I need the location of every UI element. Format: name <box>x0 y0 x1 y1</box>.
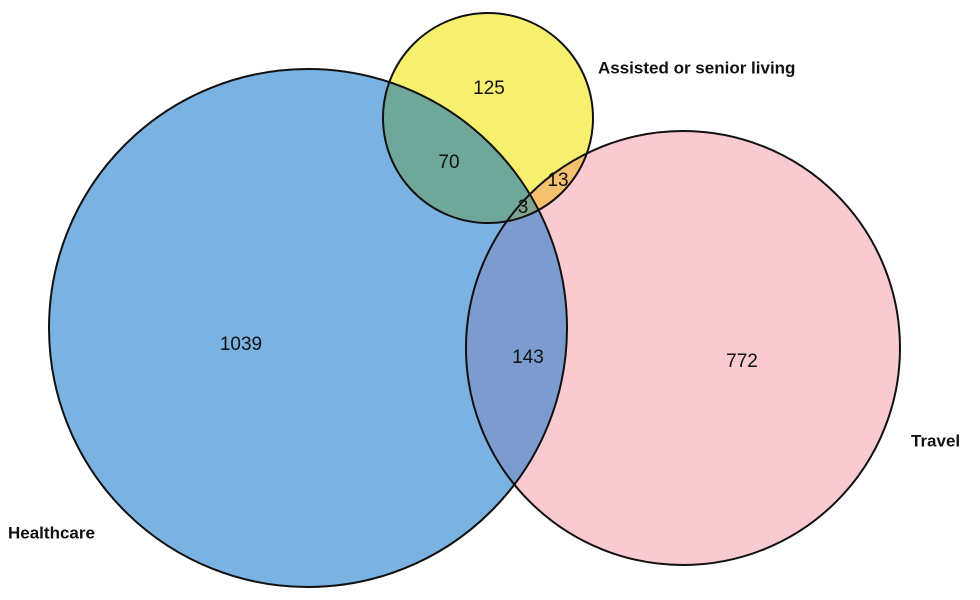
count-assisted-travel: 13 <box>547 170 568 191</box>
count-travel-only: 772 <box>726 351 758 372</box>
count-all-three: 3 <box>518 197 529 218</box>
travel-outline <box>465 130 901 566</box>
count-assisted-only: 125 <box>473 78 505 99</box>
label-travel: Travel <box>911 431 960 450</box>
travel-circle <box>466 131 900 565</box>
count-healthcare-assisted: 70 <box>438 152 459 173</box>
label-assisted: Assisted or senior living <box>598 58 795 77</box>
count-healthcare-only: 1039 <box>220 334 262 355</box>
count-healthcare-travel: 143 <box>512 347 544 368</box>
healthcare-outline <box>48 68 568 588</box>
assisted-outline <box>382 12 594 224</box>
label-healthcare: Healthcare <box>8 523 95 542</box>
